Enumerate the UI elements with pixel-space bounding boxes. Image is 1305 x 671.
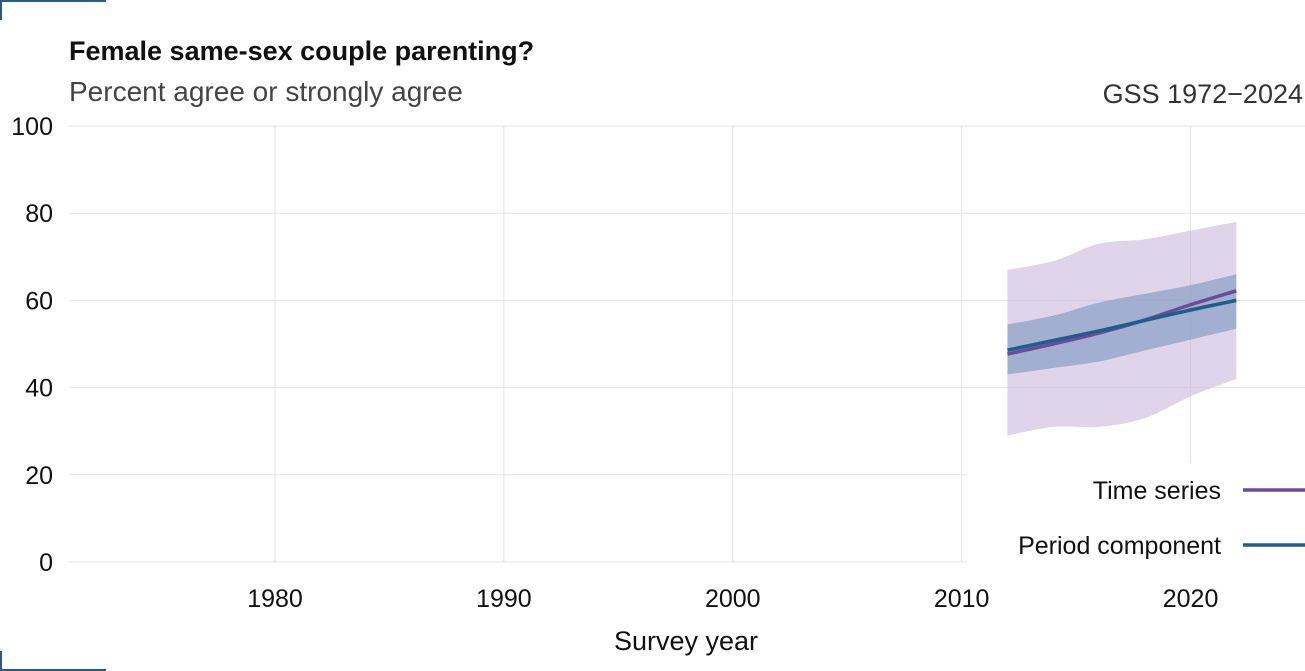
- legend-label: Period component: [1018, 532, 1221, 560]
- x-tick-label: 2000: [705, 585, 761, 613]
- chart-title: Female same-sex couple parenting?: [69, 36, 535, 66]
- legend-label: Time series: [1093, 477, 1221, 505]
- x-axis-label: Survey year: [614, 626, 758, 656]
- legend: Time series Period component: [967, 463, 1305, 571]
- series-lines: [1007, 289, 1237, 356]
- y-tick-label: 80: [25, 200, 53, 228]
- chart-source: GSS 1972−2024: [1102, 79, 1303, 109]
- y-tick-label: 0: [39, 549, 53, 577]
- x-tick-label: 2020: [1163, 585, 1219, 613]
- confidence-bands: [1007, 221, 1237, 436]
- legend-background: [967, 463, 1305, 571]
- x-tick-label: 1990: [476, 585, 532, 613]
- corner-mark-top: [0, 0, 106, 20]
- y-tick-label: 20: [25, 462, 53, 490]
- x-tick-labels: 1980 1990 2000 2010 2020: [247, 585, 1218, 613]
- y-tick-label: 60: [25, 287, 53, 315]
- corner-mark-bottom: [0, 651, 106, 671]
- y-tick-label: 40: [25, 375, 53, 403]
- x-tick-label: 1980: [247, 585, 303, 613]
- series-line-period-component: [1007, 298, 1237, 352]
- y-tick-labels: 0 20 40 60 80 100: [11, 113, 53, 577]
- y-tick-label: 100: [11, 113, 53, 141]
- x-tick-label: 2010: [934, 585, 990, 613]
- chart-subtitle: Percent agree or strongly agree: [69, 76, 463, 107]
